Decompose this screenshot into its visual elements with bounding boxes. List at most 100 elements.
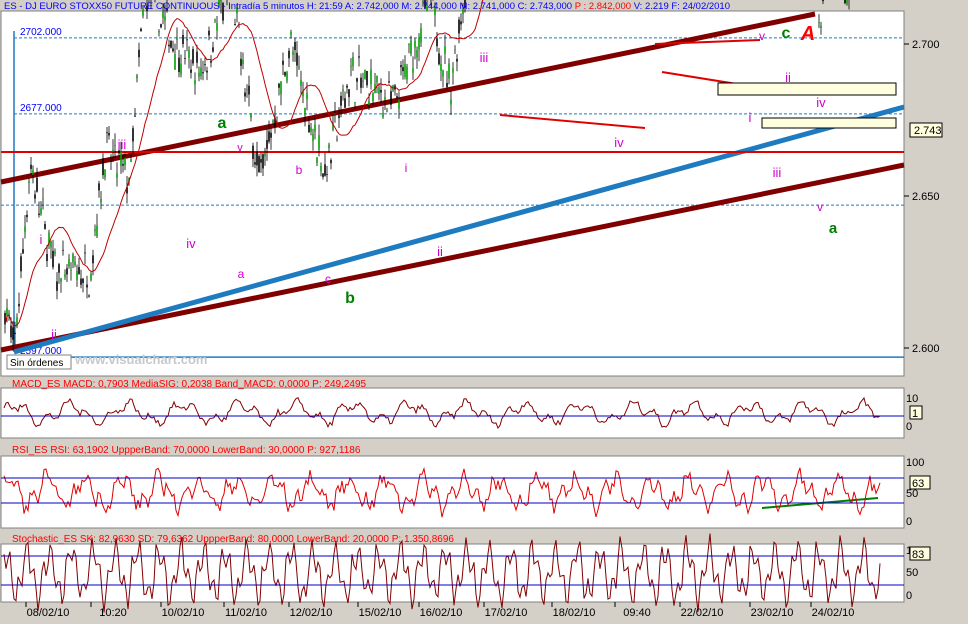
candle-body	[330, 160, 332, 164]
candle-body	[246, 89, 248, 91]
candle-body	[362, 80, 364, 82]
candle-body	[444, 46, 446, 54]
x-tick-label: 17/02/10	[485, 607, 528, 619]
wave-label: iii	[480, 50, 489, 65]
candle-body	[50, 240, 52, 248]
wave-label: b	[345, 290, 355, 307]
candle-body	[346, 85, 348, 88]
wave-label: i	[405, 161, 408, 175]
candle-body	[118, 150, 120, 154]
candle-body	[112, 149, 114, 152]
candle-body	[212, 47, 214, 52]
candle-body	[320, 165, 322, 171]
candle-body	[278, 83, 280, 88]
candle-body	[64, 274, 66, 278]
candle-body	[440, 63, 442, 71]
candle-body	[384, 96, 386, 100]
candle-body	[274, 117, 276, 127]
candle-body	[120, 151, 122, 167]
candle-body	[458, 19, 460, 34]
wave-label: ii	[51, 327, 57, 342]
candle-body	[110, 161, 112, 162]
candle-body	[180, 63, 182, 75]
candle-body	[462, 9, 464, 15]
candle-body	[32, 170, 34, 175]
candle-body	[294, 41, 296, 51]
wave-label: v	[237, 142, 243, 154]
candle-body	[130, 159, 132, 162]
candle-body	[140, 28, 142, 32]
candle-body	[352, 56, 354, 67]
candle-body	[318, 135, 320, 150]
candle-body	[358, 56, 360, 58]
orders-label[interactable]: Sin órdenes	[10, 358, 63, 369]
x-tick-label: 18/02/10	[553, 607, 596, 619]
red-trend-3	[654, 39, 761, 45]
candle-body	[12, 327, 14, 340]
candle-body	[260, 159, 262, 163]
candle-body	[80, 278, 82, 285]
candle-body	[94, 229, 96, 232]
candle-body	[22, 249, 24, 254]
candle-body	[176, 38, 178, 40]
candle-body	[26, 214, 28, 218]
candle-body	[174, 54, 176, 70]
candle-body	[286, 72, 288, 81]
candle-body	[272, 120, 274, 123]
candle-body	[30, 164, 32, 169]
wave-label: v	[817, 200, 823, 214]
candle-body	[454, 49, 456, 51]
candle-body	[44, 224, 46, 229]
candle-body	[198, 72, 200, 77]
candle-body	[170, 40, 172, 48]
candle-body	[182, 34, 184, 45]
x-tick-label: 12/02/10	[290, 607, 333, 619]
candle-body	[126, 186, 128, 194]
candle-body	[234, 24, 236, 26]
candle-body	[72, 254, 74, 263]
candle-body	[402, 67, 404, 72]
orders-box[interactable]	[6, 354, 72, 370]
candle-body	[350, 66, 352, 68]
candle-body	[264, 152, 266, 157]
candle-body	[220, 0, 222, 2]
candle-body	[98, 183, 100, 191]
candle-body	[242, 59, 244, 64]
candle-body	[388, 81, 390, 83]
candle-body	[336, 138, 338, 140]
candle-body	[282, 60, 284, 65]
last-price-label: 2.743	[914, 125, 942, 137]
candle-body	[20, 256, 22, 272]
candle-body	[382, 113, 384, 118]
candle-body	[256, 151, 258, 166]
candle-body	[258, 156, 260, 173]
candle-body	[414, 40, 416, 48]
candle-body	[16, 317, 18, 327]
candle-body	[456, 58, 458, 62]
rsi-tick-label: 100	[906, 457, 924, 469]
candle-body	[302, 91, 304, 97]
candle-body	[202, 72, 204, 74]
candle-body	[134, 115, 136, 117]
candle-body	[452, 68, 454, 73]
wave-label: ii	[437, 244, 443, 259]
candle-body	[208, 30, 210, 36]
candle-body	[218, 0, 220, 7]
indicator-line	[3, 466, 881, 518]
stoch-title: Stochastic_ES SK: 82,9630 SD: 79,6362 Up…	[12, 534, 454, 545]
candle-body	[56, 281, 58, 291]
candle-body	[844, 0, 846, 4]
candle-body	[354, 102, 356, 104]
rsi-title: RSI_ES RSI: 63,1902 UppperBand: 70,0000 …	[12, 445, 361, 456]
candle-body	[370, 69, 372, 85]
x-tick-label: 22/02/10	[681, 607, 724, 619]
candle-body	[378, 87, 380, 94]
indicator-line	[3, 533, 881, 613]
candle-body	[34, 194, 36, 199]
candle-body	[396, 96, 398, 98]
candle-body	[332, 123, 334, 130]
candle-body	[300, 79, 302, 86]
wave-label: v	[759, 29, 765, 43]
channel-lower	[0, 162, 905, 353]
